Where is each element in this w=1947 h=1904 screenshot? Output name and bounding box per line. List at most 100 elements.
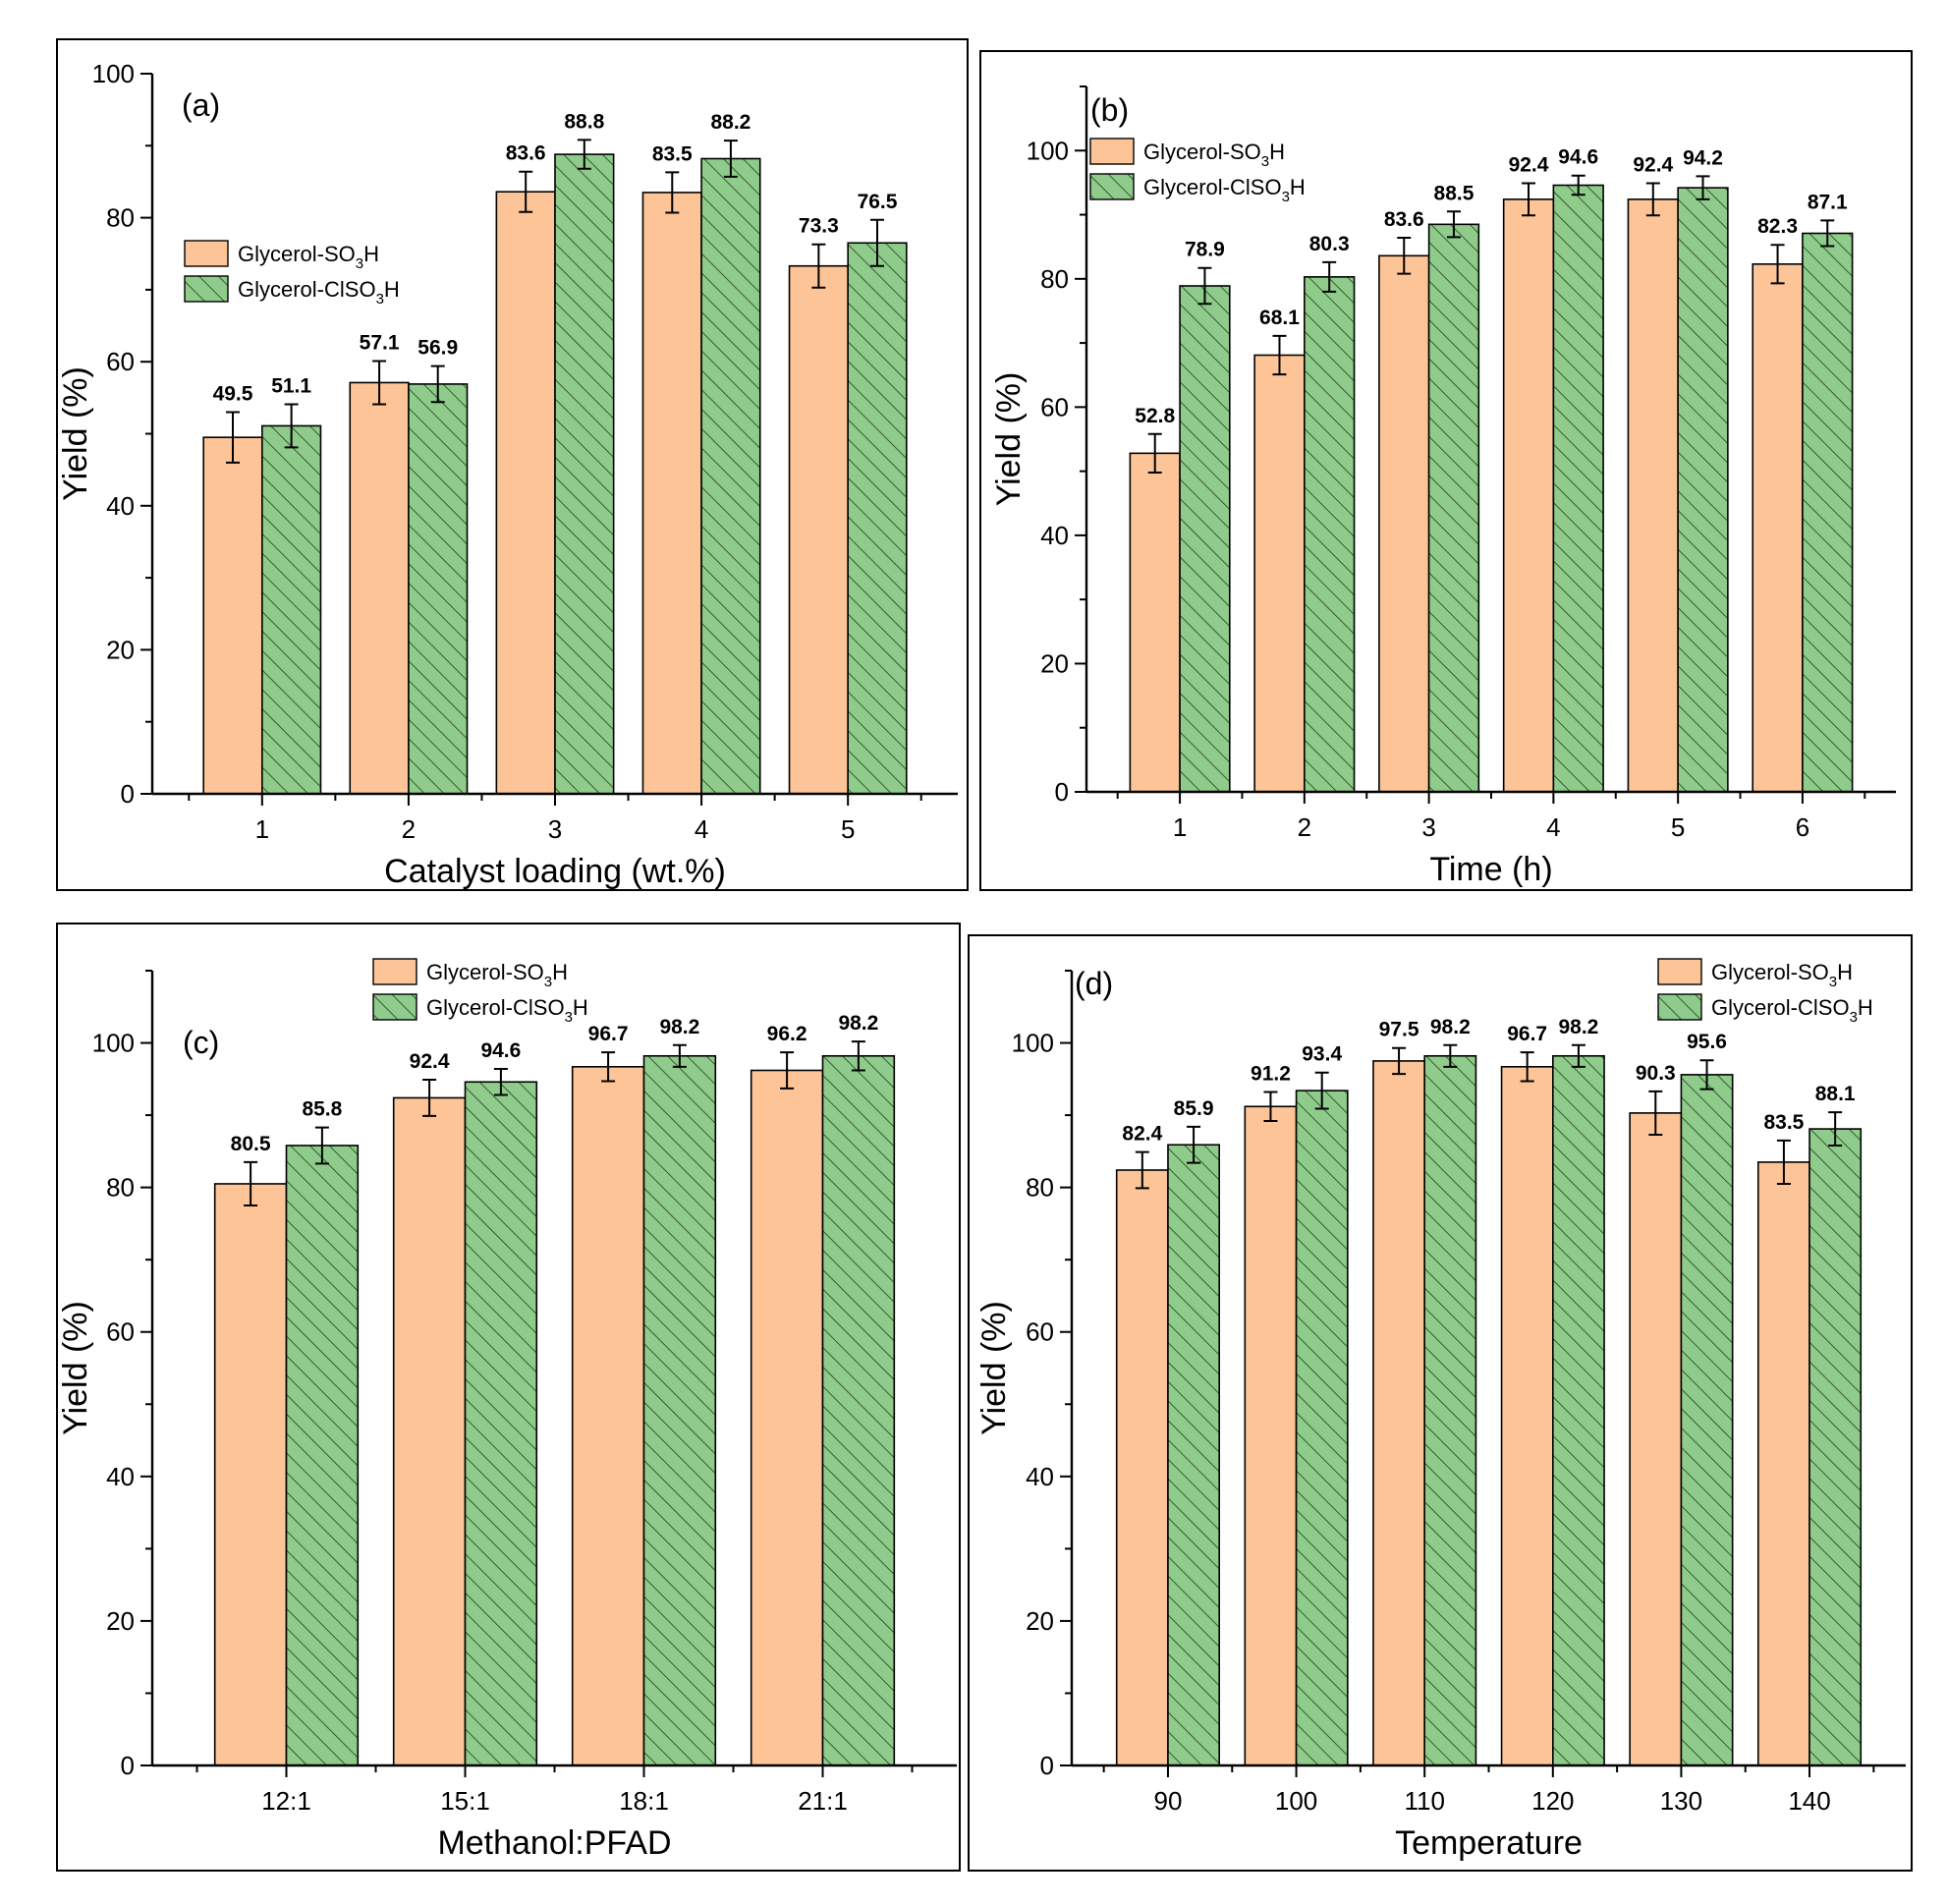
data-label: 57.1 xyxy=(360,331,400,354)
data-label: 96.7 xyxy=(1507,1023,1547,1045)
bar-clso3h-3 xyxy=(1423,1054,1477,1766)
data-label: 98.2 xyxy=(659,1016,699,1038)
y-tick-label: 40 xyxy=(1026,1462,1054,1491)
error-bar xyxy=(519,170,533,213)
y-tick-label: 0 xyxy=(1055,777,1069,807)
legend-swatch-so3h xyxy=(1657,958,1702,985)
error-bar xyxy=(1147,432,1162,474)
y-tick-label: 80 xyxy=(1026,1173,1054,1203)
x-axis-label: Temperature xyxy=(1395,1824,1583,1862)
panel-a: 49.5 51.1 57.1 56.9 83.6 88.8 83.5 88.2 73.3 76.5… xyxy=(56,38,969,891)
bar-so3h-4 xyxy=(641,192,702,795)
x-tick-label: 21:1 xyxy=(798,1786,848,1816)
legend-swatch-clso3h xyxy=(1657,993,1702,1021)
bar-clso3h-6 xyxy=(1808,1128,1863,1766)
y-tick-label: 0 xyxy=(121,1751,135,1780)
bar-clso3h-5 xyxy=(1677,187,1729,793)
data-label: 94.2 xyxy=(1683,146,1723,169)
bar-clso3h-3 xyxy=(1427,223,1480,793)
bar-clso3h-1 xyxy=(261,424,322,795)
data-label: 88.8 xyxy=(564,110,604,133)
x-axis-label: Catalyst loading (wt.%) xyxy=(384,853,726,890)
bar-so3h-3 xyxy=(1378,254,1430,793)
y-tick-label: 100 xyxy=(1027,136,1069,165)
data-label: 87.1 xyxy=(1808,191,1848,213)
y-tick-label: 100 xyxy=(92,59,135,88)
data-label: 56.9 xyxy=(417,337,458,360)
legend-label-so3h-prefix: Glycerol-SO xyxy=(238,242,356,266)
x-axis-label: Time (h) xyxy=(1429,851,1552,888)
data-label: 98.2 xyxy=(838,1012,878,1035)
legend-label-so3h-subscript: 3 xyxy=(356,255,363,272)
error-bar xyxy=(314,1126,329,1165)
panel-d: 82.4 85.9 91.2 93.4 97.5 98.2 96.7 98.2 90.3 95.6… xyxy=(968,934,1913,1872)
x-tick-label: 5 xyxy=(841,814,855,844)
panel-frame xyxy=(968,934,1913,1872)
error-bar xyxy=(1645,182,1660,217)
y-tick-label: 20 xyxy=(106,1606,135,1636)
error-bar xyxy=(1397,237,1412,275)
bar-so3h-6 xyxy=(1756,1161,1810,1766)
data-label: 73.3 xyxy=(799,215,839,238)
x-tick-label: 2 xyxy=(1298,812,1311,842)
bar-clso3h-2 xyxy=(1304,276,1356,793)
legend-label-clso3h-subscript: 3 xyxy=(1282,189,1290,205)
legend-label-so3h: Glycerol-SO3H xyxy=(426,960,568,990)
bar-so3h-5 xyxy=(1629,1112,1683,1766)
panel-label: (c) xyxy=(183,1025,219,1060)
x-tick-label: 6 xyxy=(1796,812,1809,842)
legend-swatch-clso3h xyxy=(1089,173,1135,200)
x-tick-label: 1 xyxy=(1173,812,1187,842)
x-tick-label: 140 xyxy=(1788,1786,1830,1816)
legend-swatch-so3h xyxy=(1089,138,1135,165)
error-bar xyxy=(1776,1139,1791,1185)
error-bar xyxy=(1322,260,1337,293)
legend-label-clso3h: Glycerol-ClSO3H xyxy=(426,995,588,1026)
data-label: 95.6 xyxy=(1687,1031,1727,1053)
error-bar xyxy=(1314,1071,1329,1110)
y-tick-label: 40 xyxy=(106,491,135,521)
bar-clso3h-4 xyxy=(1552,1054,1605,1766)
data-label: 83.6 xyxy=(1384,208,1424,231)
error-bar xyxy=(780,1051,795,1090)
panel-frame xyxy=(56,923,961,1872)
legend-label-so3h: Glycerol-SO3H xyxy=(238,242,379,272)
legend-label-so3h-prefix: Glycerol-SO xyxy=(426,960,544,984)
y-tick-label: 60 xyxy=(1040,392,1069,421)
data-label: 90.3 xyxy=(1636,1062,1676,1085)
data-label: 51.1 xyxy=(271,374,311,397)
error-bar xyxy=(1446,210,1461,239)
y-tick-label: 20 xyxy=(1026,1606,1054,1636)
x-tick-label: 90 xyxy=(1154,1786,1183,1816)
bar-so3h-1 xyxy=(213,1183,288,1766)
bar-so3h-5 xyxy=(788,264,849,795)
error-bar xyxy=(1272,334,1287,376)
error-bar xyxy=(1443,1043,1458,1068)
error-bar xyxy=(1699,1059,1714,1091)
data-label: 94.6 xyxy=(480,1039,521,1062)
legend-label-clso3h-suffix: H xyxy=(384,277,400,302)
data-label: 96.7 xyxy=(588,1023,629,1045)
x-tick-label: 5 xyxy=(1671,812,1685,842)
legend-swatch-so3h xyxy=(184,240,229,267)
bar-so3h-2 xyxy=(1244,1105,1298,1766)
error-bar xyxy=(672,1043,687,1068)
data-label: 76.5 xyxy=(858,191,898,213)
legend-label-so3h-prefix: Glycerol-SO xyxy=(1711,960,1829,984)
legend-label-clso3h-suffix: H xyxy=(573,995,588,1020)
data-label: 83.6 xyxy=(506,142,546,165)
error-bar xyxy=(430,364,445,404)
legend-label-clso3h-prefix: Glycerol-ClSO xyxy=(238,277,376,302)
data-label: 83.5 xyxy=(652,142,693,165)
data-label: 98.2 xyxy=(1430,1016,1471,1038)
bar-so3h-3 xyxy=(1372,1060,1425,1766)
y-tick-label: 20 xyxy=(1040,648,1069,678)
legend-label-so3h-prefix: Glycerol-SO xyxy=(1143,140,1261,164)
bar-clso3h-2 xyxy=(1295,1090,1349,1766)
data-label: 78.9 xyxy=(1185,239,1225,261)
legend-label-so3h-suffix: H xyxy=(552,960,568,984)
bar-clso3h-6 xyxy=(1802,232,1854,793)
legend-label-so3h-subscript: 3 xyxy=(1261,153,1269,170)
legend-label-so3h-subscript: 3 xyxy=(544,974,552,990)
